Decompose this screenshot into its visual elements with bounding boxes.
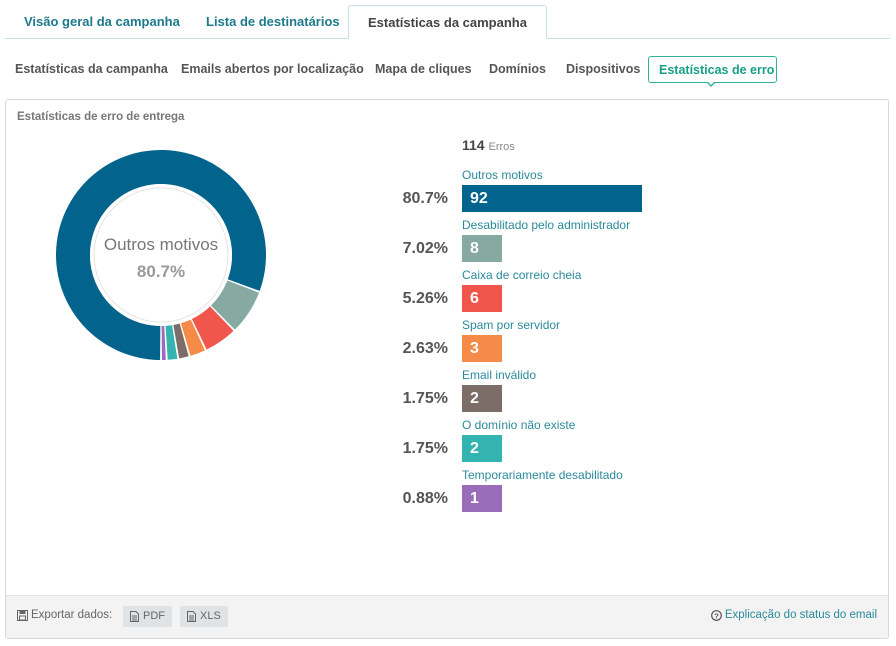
legend-label: Outros motivos [462,168,543,182]
subtab-devices[interactable]: Dispositivos [566,62,641,76]
legend-label: Desabilitado pelo administrador [462,218,631,232]
file-icon [187,611,196,622]
legend-percentage: 7.02% [402,240,448,257]
subtab-error-statistics[interactable]: Estatísticas de erro [648,56,777,83]
error-stats-panel: Estatísticas de erro de entrega Outros m… [5,99,889,639]
subtab-opens-by-location[interactable]: Emails abertos por localização [181,62,364,76]
donut-slice[interactable] [180,319,205,356]
email-status-explanation-link[interactable]: ? Explicação do status do email [710,609,877,621]
subtab-click-map[interactable]: Mapa de cliques [375,62,472,76]
legend-label: O domínio não existe [462,418,576,432]
legend-bar[interactable]: 3 [462,335,502,362]
export-pdf-button[interactable]: PDF [123,606,172,627]
total-errors-unit: Erros [488,141,515,153]
donut-center-label: Outros motivos [104,235,218,254]
legend-percentage: 1.75% [402,390,448,407]
export-xls-button[interactable]: XLS [180,606,228,627]
legend-percentage: 5.26% [402,290,448,307]
legend-label: Temporariamente desabilitado [462,468,623,482]
legend-label: Spam por servidor [462,318,561,332]
donut-slice[interactable] [165,325,178,360]
donut-chart: Outros motivos 80.7% [56,150,266,360]
explain-label: Explicação do status do email [724,609,877,621]
tab-campaign-overview[interactable]: Visão geral da campanha [24,14,180,29]
donut-slice[interactable] [173,323,189,359]
legend-percentage: 80.7% [402,190,448,207]
donut-slice[interactable] [191,306,234,350]
file-icon [130,611,139,622]
legend-bar[interactable]: 6 [462,285,502,312]
pdf-label: PDF [143,610,165,622]
legend-label: Caixa de correio cheia [462,268,582,282]
donut-slice[interactable] [56,150,266,360]
panel-footer: Exportar dados: PDF XLS ? [6,595,888,638]
panel-title: Estatísticas de erro de entrega [17,111,185,123]
legend-percentage: 0.88% [402,490,448,507]
donut-center-value: 80.7% [137,262,185,281]
total-errors: 114 Erros [462,137,515,153]
tab-campaign-statistics[interactable]: Estatísticas da campanha [348,5,547,39]
legend-label: Email inválido [462,368,537,382]
tab-recipient-list[interactable]: Lista de destinatários [206,14,340,29]
legend-bar[interactable]: 2 [462,385,502,412]
donut-slice[interactable] [161,325,166,360]
subtab-campaign-statistics[interactable]: Estatísticas da campanha [15,62,168,76]
subtab-domains[interactable]: Domínios [489,62,546,76]
svg-text:?: ? [714,611,719,620]
legend-bar[interactable]: 92 [462,185,642,212]
legend-percentage: 2.63% [402,340,448,357]
donut-slice[interactable] [210,280,259,330]
xls-label: XLS [200,610,221,622]
question-circle-icon: ? [710,609,722,621]
legend-bar[interactable]: 1 [462,485,502,512]
legend-bar[interactable]: 2 [462,435,502,462]
legend-percentage: 1.75% [402,440,448,457]
top-tabs: Visão geral da campanha Lista de destina… [5,5,890,39]
legend-bar[interactable]: 8 [462,235,502,262]
save-icon [17,609,28,621]
export-data: Exportar dados: [17,609,112,621]
total-errors-value: 114 [462,137,485,153]
export-label: Exportar dados: [31,609,113,621]
